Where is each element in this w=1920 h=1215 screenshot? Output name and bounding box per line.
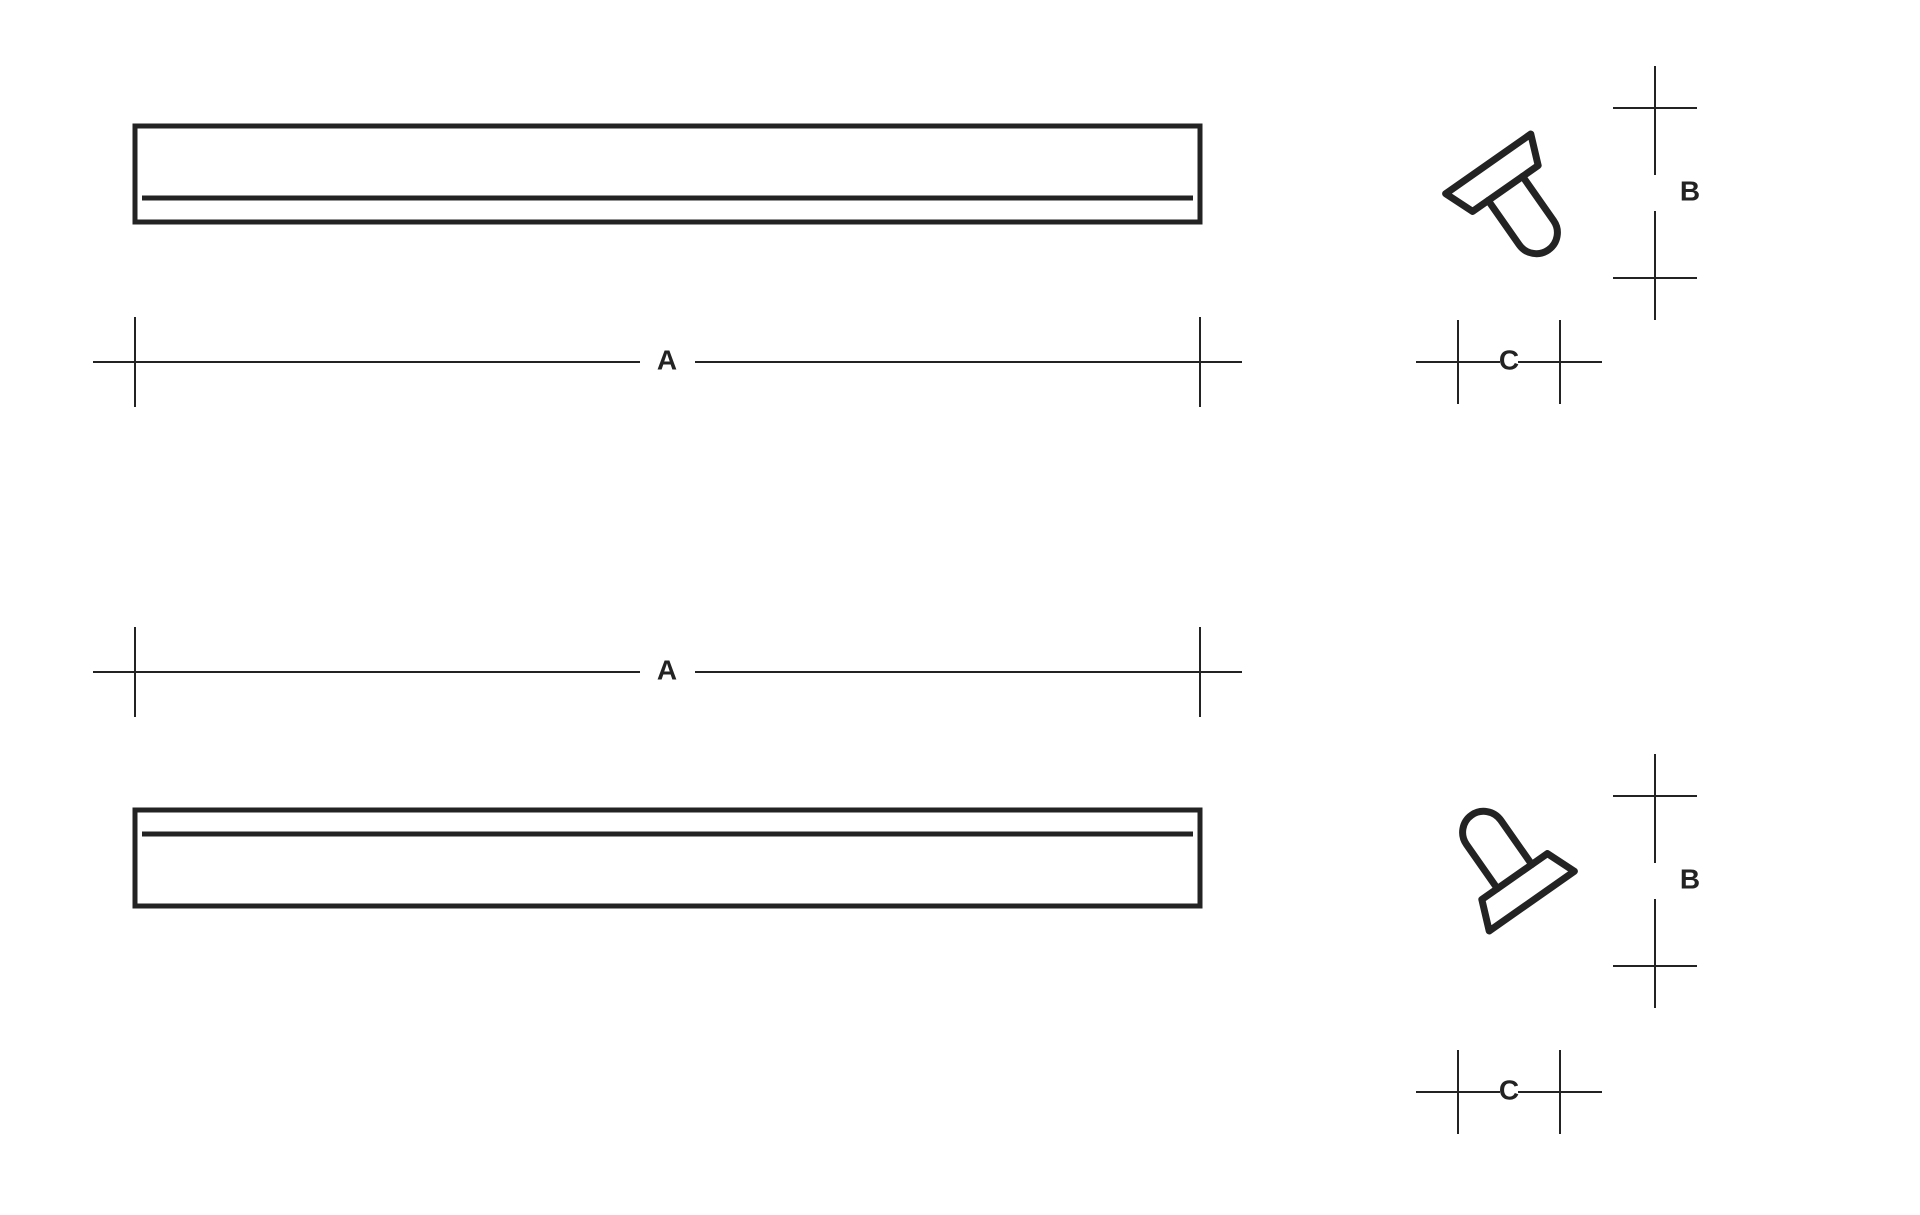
dim-b-label-2: B xyxy=(1680,863,1700,894)
view1-section-profile xyxy=(1446,134,1591,280)
technical-drawing: A B C A xyxy=(0,0,1920,1215)
view1-dim-b: B xyxy=(1613,66,1700,320)
view2-front-bar xyxy=(135,810,1200,906)
view2-section-profile xyxy=(1429,785,1574,931)
view1-front-bar xyxy=(135,126,1200,222)
dim-a-label: A xyxy=(657,344,677,375)
view2-dim-b: B xyxy=(1613,754,1700,1008)
view1-dim-c: C xyxy=(1416,320,1602,404)
dim-b-label: B xyxy=(1680,175,1700,206)
view2-dim-c: C xyxy=(1416,1050,1602,1134)
dim-c-label-2: C xyxy=(1499,1074,1519,1105)
view1-dim-a: A xyxy=(93,317,1242,407)
dim-c-label: C xyxy=(1499,344,1519,375)
view2-dim-a: A xyxy=(93,627,1242,717)
dim-a-label-2: A xyxy=(657,654,677,685)
